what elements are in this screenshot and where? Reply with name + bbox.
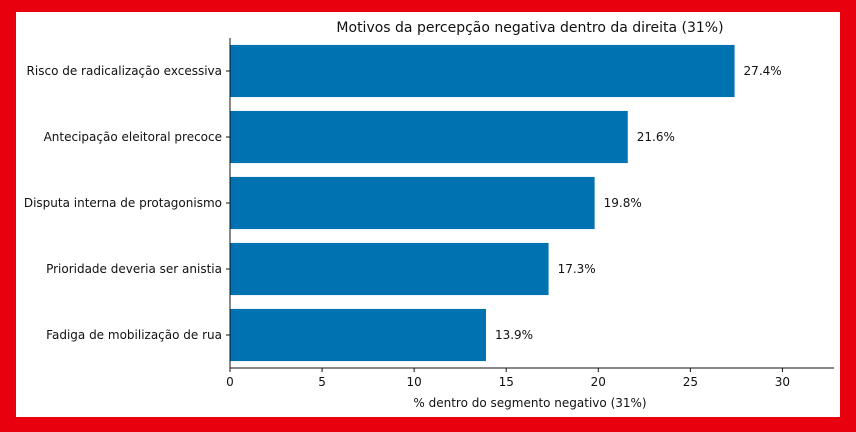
data-label-3: 19.8%	[604, 196, 642, 210]
bar-5	[230, 308, 486, 362]
x-tick-label-0: 0	[226, 375, 234, 389]
chart-title: Motivos da percepção negativa dentro da …	[336, 20, 723, 36]
category-label-2: Antecipação eleitoral precoce	[44, 130, 222, 144]
bar-chart: Motivos da percepção negativa dentro da …	[24, 20, 834, 410]
bar-4	[230, 242, 549, 296]
chart-panel: Motivos da percepção negativa dentro da …	[16, 12, 840, 417]
x-tick-label-25: 25	[683, 375, 698, 389]
x-axis-label: % dentro do segmento negativo (31%)	[413, 396, 646, 410]
bar-2	[230, 110, 628, 164]
category-label-5: Fadiga de mobilização de rua	[46, 328, 222, 342]
data-label-4: 17.3%	[558, 262, 596, 276]
x-tick-label-5: 5	[318, 375, 326, 389]
x-tick-label-20: 20	[591, 375, 606, 389]
x-axis: 0 5 10 15 20 25 30	[226, 367, 834, 389]
data-label-5: 13.9%	[495, 328, 533, 342]
bar-1	[230, 44, 735, 98]
bars-group: 27.4% 21.6% 19.8% 17.3% 13.9%	[230, 44, 782, 362]
category-label-1: Risco de radicalização excessiva	[27, 64, 222, 78]
x-tick-label-10: 10	[407, 375, 422, 389]
bar-3	[230, 176, 595, 230]
y-axis: Risco de radicalização excessiva Antecipa…	[24, 38, 231, 368]
category-label-4: Prioridade deveria ser anistia	[46, 262, 222, 276]
x-tick-label-15: 15	[499, 375, 514, 389]
data-label-2: 21.6%	[637, 130, 675, 144]
category-label-3: Disputa interna de protagonismo	[24, 196, 222, 210]
x-tick-label-30: 30	[775, 375, 790, 389]
data-label-1: 27.4%	[744, 64, 782, 78]
